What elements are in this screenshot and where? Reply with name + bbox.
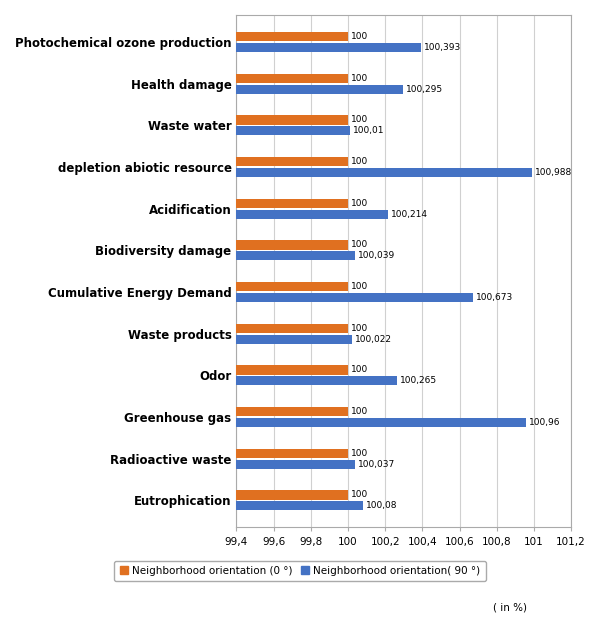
Bar [236, 501, 363, 510]
Text: ( in %): ( in %) [493, 602, 527, 612]
Bar [236, 418, 526, 427]
Text: 100,022: 100,022 [355, 334, 392, 344]
Bar [236, 324, 348, 333]
Bar [236, 32, 348, 41]
Text: 100: 100 [351, 449, 368, 458]
Text: 100,214: 100,214 [391, 209, 427, 219]
Bar [236, 407, 348, 416]
Bar [236, 168, 532, 177]
Bar [236, 293, 473, 302]
Text: 100: 100 [351, 74, 368, 83]
Text: 100,393: 100,393 [424, 43, 461, 52]
Text: 100,673: 100,673 [476, 293, 513, 302]
Bar [236, 334, 352, 344]
Bar [236, 43, 421, 52]
Bar [236, 199, 348, 208]
Bar [236, 157, 348, 166]
Text: 100,039: 100,039 [358, 251, 395, 261]
Bar [236, 74, 348, 83]
Text: 100: 100 [351, 199, 368, 208]
Bar [236, 209, 388, 219]
Bar [236, 126, 350, 136]
Text: 100,037: 100,037 [358, 459, 395, 469]
Bar [236, 251, 355, 261]
Legend: Neighborhood orientation (0 °), Neighborhood orientation( 90 °): Neighborhood orientation (0 °), Neighbor… [114, 561, 486, 581]
Text: 100: 100 [351, 365, 368, 374]
Text: 100,265: 100,265 [400, 376, 437, 386]
Text: 100,08: 100,08 [365, 501, 397, 510]
Text: 100,01: 100,01 [353, 126, 384, 135]
Text: 100: 100 [351, 407, 368, 416]
Bar [236, 376, 397, 386]
Bar [236, 85, 403, 94]
Text: 100: 100 [351, 157, 368, 166]
Bar [236, 490, 348, 500]
Text: 100,988: 100,988 [534, 168, 572, 177]
Text: 100: 100 [351, 115, 368, 124]
Bar [236, 365, 348, 375]
Text: 100: 100 [351, 490, 368, 500]
Text: 100: 100 [351, 32, 368, 41]
Bar [236, 115, 348, 124]
Bar [236, 282, 348, 292]
Bar [236, 240, 348, 250]
Text: 100,295: 100,295 [406, 85, 443, 93]
Text: 100: 100 [351, 240, 368, 249]
Bar [236, 459, 355, 469]
Text: 100,96: 100,96 [529, 418, 561, 427]
Text: 100: 100 [351, 282, 368, 291]
Bar [236, 449, 348, 458]
Text: 100: 100 [351, 324, 368, 333]
